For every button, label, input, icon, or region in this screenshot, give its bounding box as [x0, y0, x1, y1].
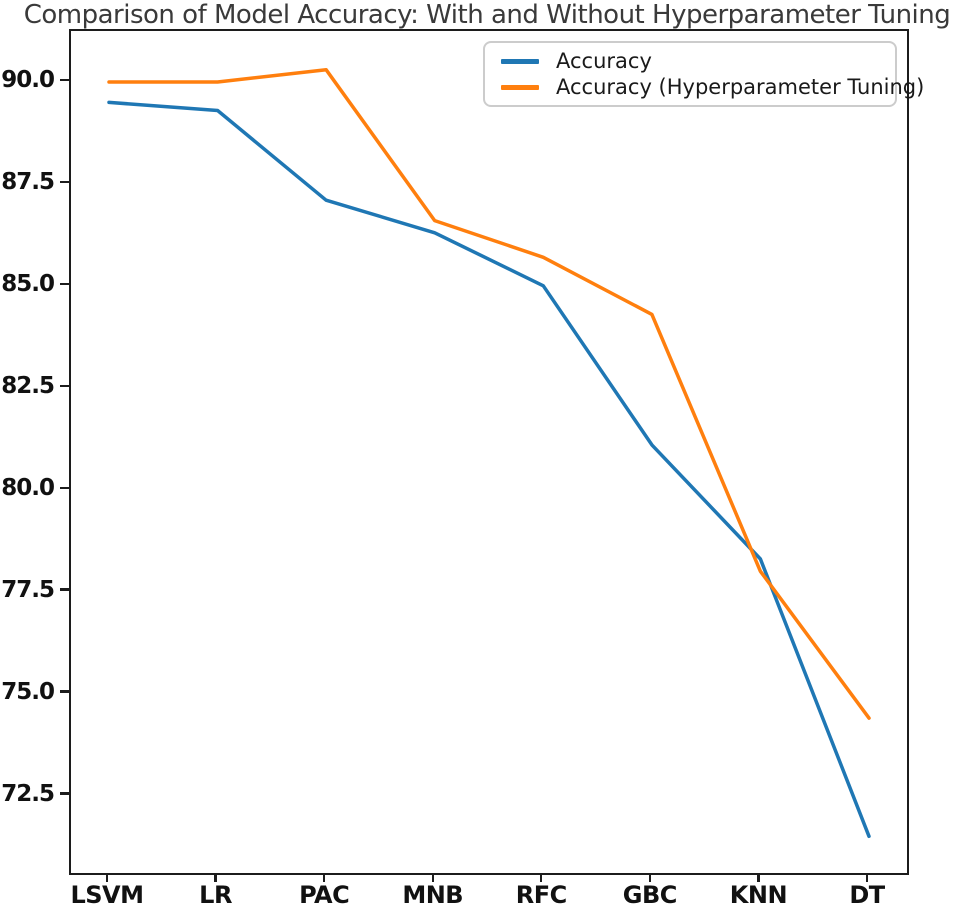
x-tick-label-pac: PAC — [299, 881, 350, 906]
x-tick-mark — [431, 873, 434, 882]
y-tick-mark — [60, 180, 69, 184]
y-tick-mark — [60, 792, 69, 795]
y-tick-label: 77.5 — [1, 576, 55, 603]
x-tick-label-rfc: RFC — [515, 881, 568, 906]
legend-line-sample-orange — [501, 84, 539, 90]
legend-item-accuracy-tuned: Accuracy (Hyperparameter Tuning) — [501, 75, 924, 99]
x-tick-label-dt: DT — [849, 881, 885, 906]
y-tick-mark — [60, 690, 69, 693]
y-tick-label: 82.5 — [1, 372, 55, 399]
x-tick-mark — [105, 873, 109, 882]
y-tick-mark — [60, 384, 69, 387]
x-tick-label-lr: LR — [199, 881, 232, 906]
chart-title: Comparison of Model Accuracy: With and W… — [23, 0, 951, 30]
y-tick-mark — [60, 282, 69, 286]
y-tick-mark — [60, 486, 69, 489]
x-tick-mark — [757, 873, 760, 882]
x-tick-mark — [865, 873, 869, 882]
legend-line-sample-blue — [501, 58, 539, 64]
x-tick-mark — [322, 873, 326, 882]
legend-item-accuracy: Accuracy — [501, 49, 887, 73]
x-tick-mark — [540, 873, 543, 882]
legend-label: Accuracy — [556, 49, 652, 73]
y-tick-label: 90.0 — [1, 66, 55, 93]
x-tick-mark — [648, 873, 652, 882]
plot-area — [69, 29, 909, 875]
series-line-0 — [107, 100, 871, 839]
series-line-1 — [107, 67, 871, 720]
y-tick-label: 72.5 — [1, 780, 55, 807]
x-tick-mark — [214, 873, 217, 882]
y-tick-label: 85.0 — [1, 270, 55, 297]
legend: Accuracy Accuracy (Hyperparameter Tuning… — [483, 41, 924, 107]
y-tick-label: 75.0 — [1, 678, 55, 705]
x-tick-label-gbc: GBC — [622, 881, 678, 906]
legend-label: Accuracy (Hyperparameter Tuning) — [556, 75, 925, 99]
y-tick-label: 87.5 — [1, 168, 55, 195]
x-tick-label-knn: KNN — [729, 881, 788, 906]
y-tick-mark — [60, 588, 69, 591]
x-tick-label-mnb: MNB — [402, 881, 464, 906]
x-tick-label-lsvm: LSVM — [70, 881, 144, 906]
line-plot-canvas — [107, 67, 871, 839]
y-tick-mark — [60, 78, 69, 82]
y-tick-label: 80.0 — [1, 474, 55, 501]
